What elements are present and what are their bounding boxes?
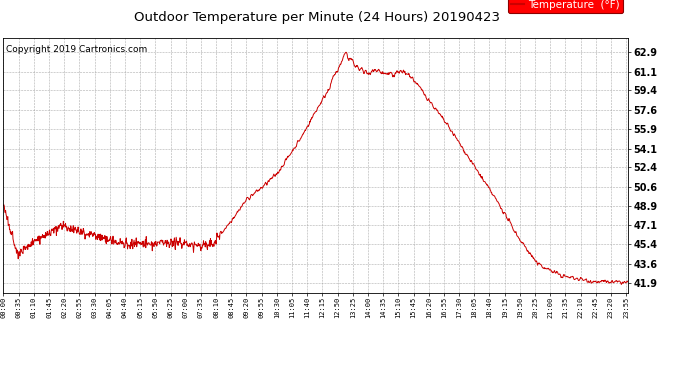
Text: Outdoor Temperature per Minute (24 Hours) 20190423: Outdoor Temperature per Minute (24 Hours… [135,11,500,24]
Text: Copyright 2019 Cartronics.com: Copyright 2019 Cartronics.com [6,45,147,54]
Legend: Temperature  (°F): Temperature (°F) [508,0,622,13]
